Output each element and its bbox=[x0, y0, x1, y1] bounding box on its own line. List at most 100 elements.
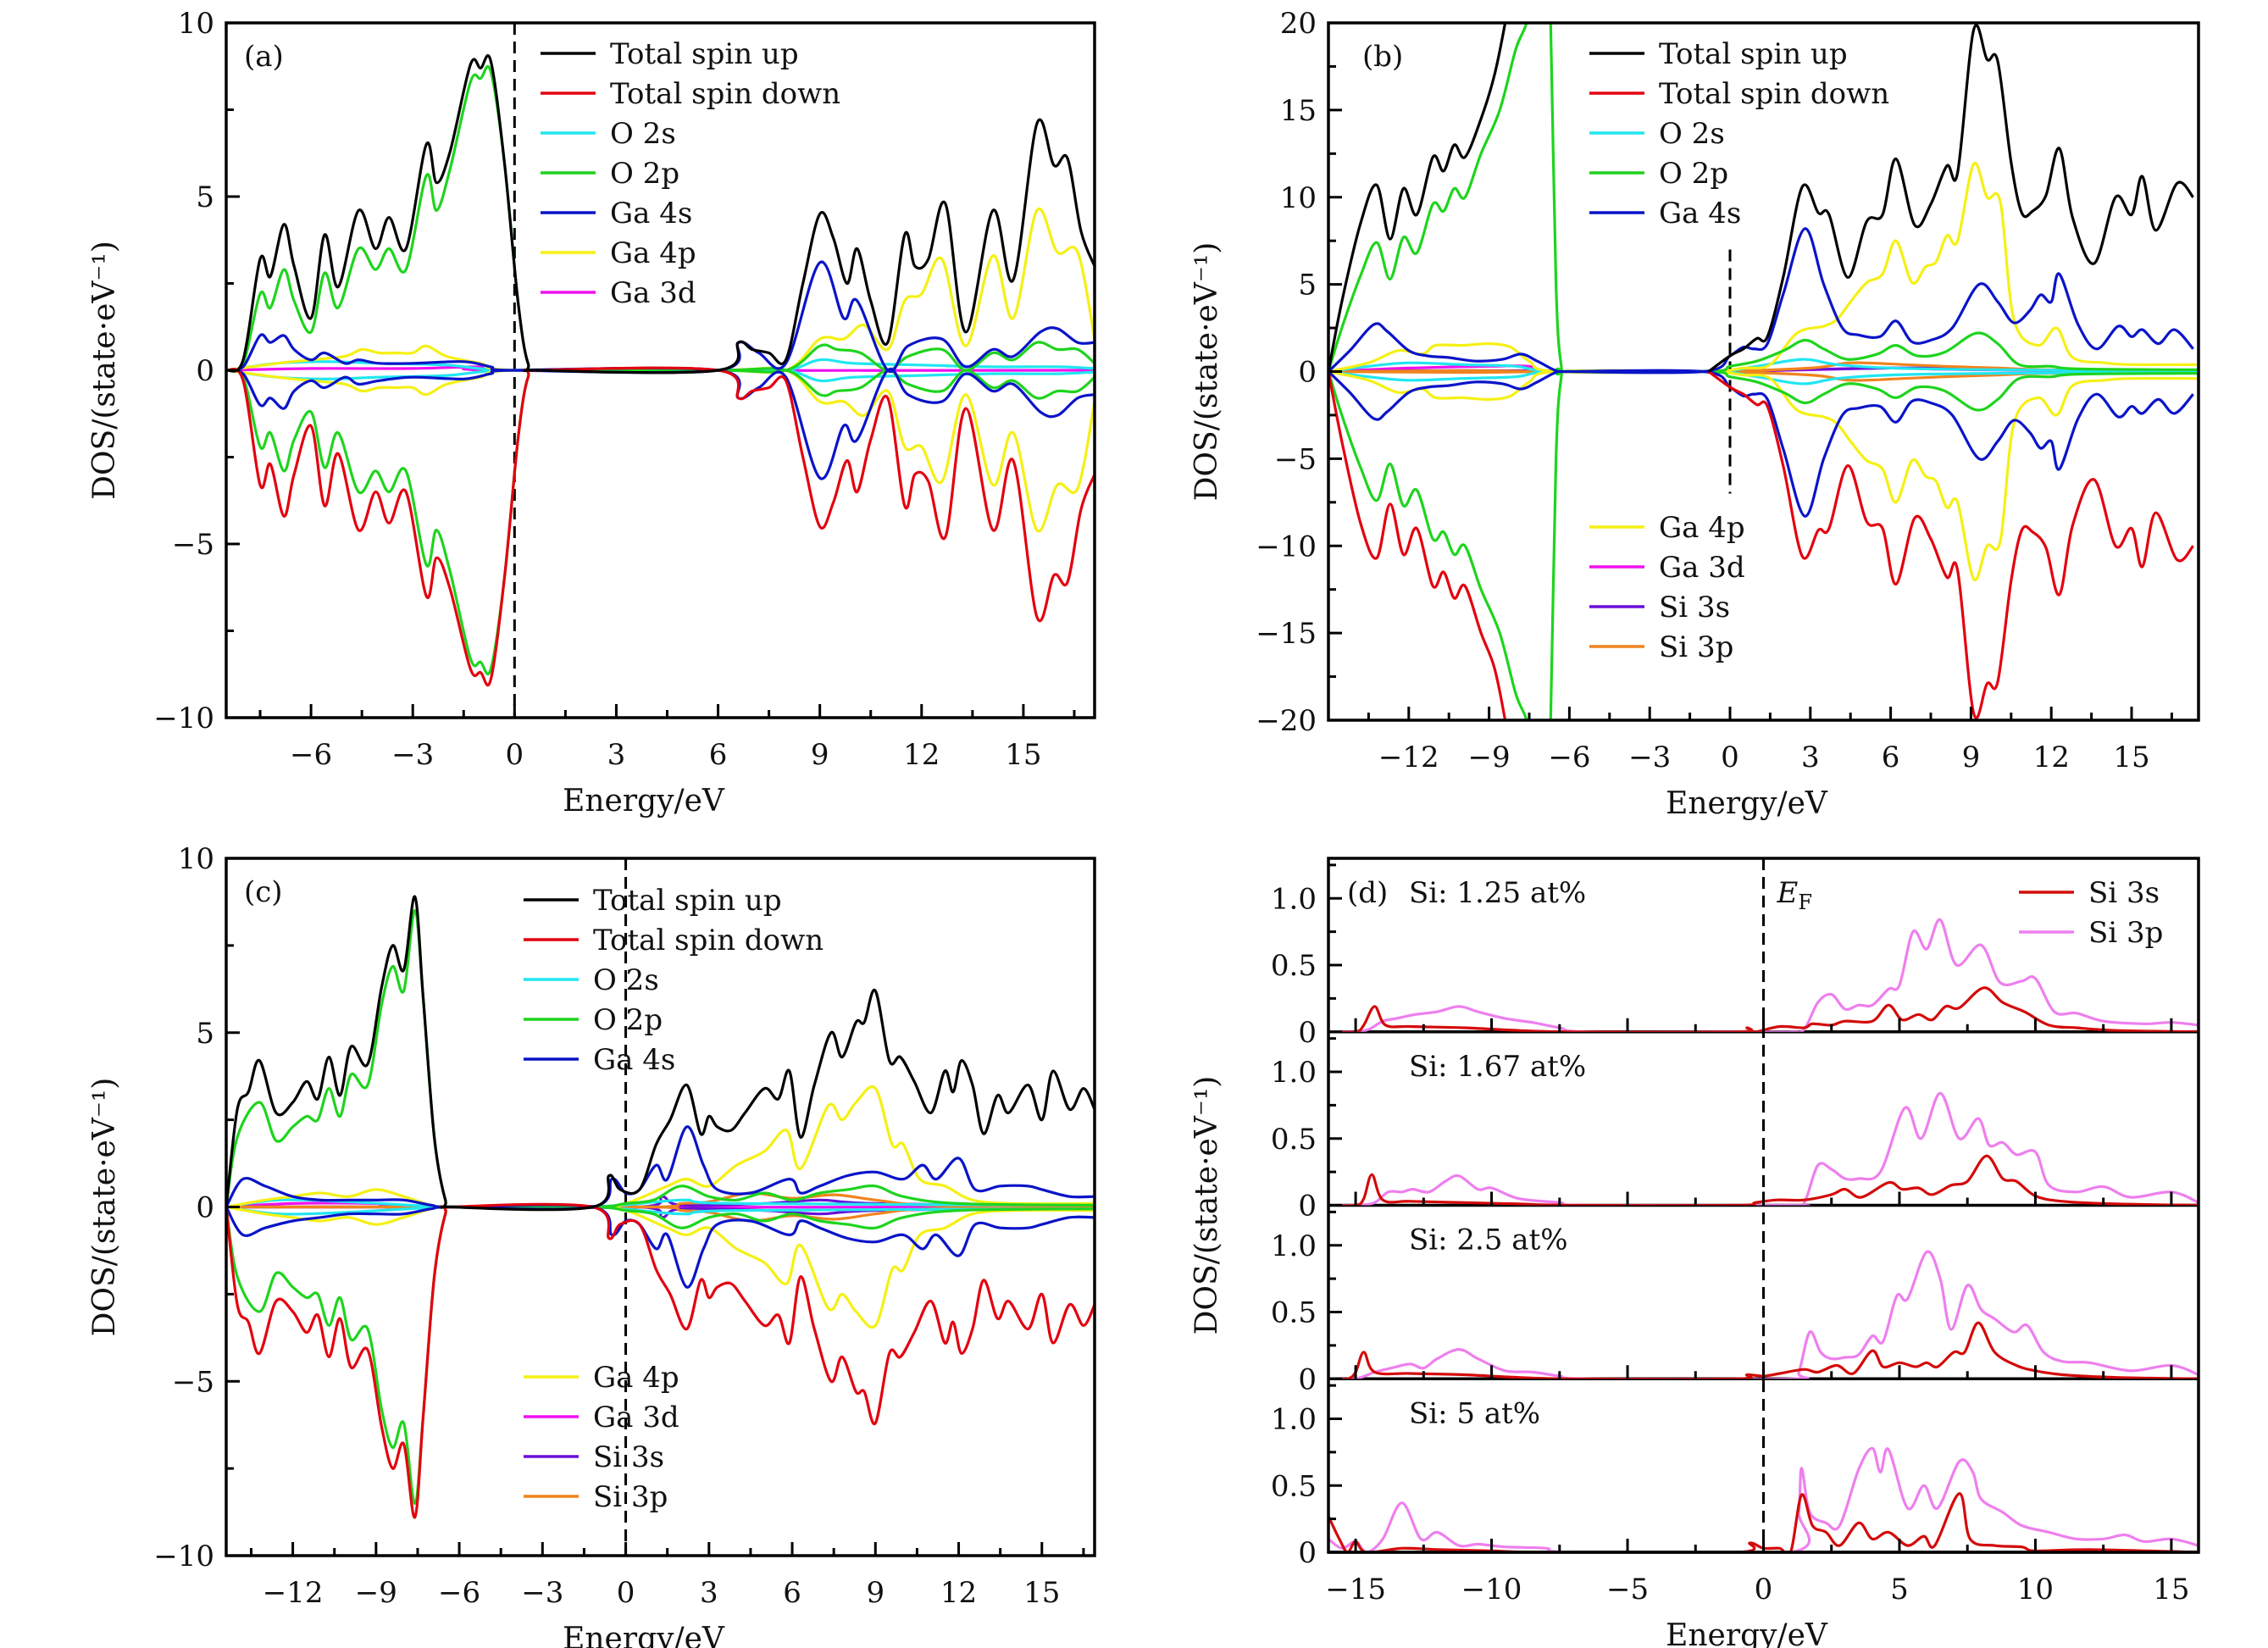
y-tick-label: 0 bbox=[196, 1191, 214, 1225]
y-tick-label: −5 bbox=[1274, 442, 1317, 476]
x-axis-label: Energy/eV bbox=[1666, 786, 1828, 821]
series-group bbox=[226, 895, 1095, 1519]
y-tick-label: 0.5 bbox=[1271, 1469, 1317, 1503]
legend-label: Ga 4p bbox=[593, 1361, 679, 1395]
legend-label: Ga 4p bbox=[1659, 511, 1745, 545]
legend-item: O 2p bbox=[541, 157, 679, 191]
legend-item: Ga 4p bbox=[1589, 511, 1745, 545]
x-tick-label: 9 bbox=[1962, 741, 1981, 774]
x-tick-label: −12 bbox=[1378, 741, 1439, 774]
series-line-ga4s bbox=[226, 366, 1095, 480]
panel-c: −12 −9 −6 −3 0 3 6 9 12 15 −10 −5 0 5 10 Energy/eV DOS/(… bbox=[87, 842, 1096, 1648]
series-line-total_down bbox=[226, 366, 1095, 687]
x-tick-label: −15 bbox=[1325, 1573, 1386, 1606]
legend: Si 3s Si 3p bbox=[2019, 876, 2163, 950]
legend-item: Si 3s bbox=[2019, 876, 2160, 910]
y-tick-label: 5 bbox=[196, 1017, 214, 1051]
legend-item: Total spin up bbox=[1589, 37, 1848, 71]
panel-b: −12 −9 −6 −3 0 3 6 9 12 15 −20 −15 −10 −5 0 5 10 15 20 Ener… bbox=[1189, 7, 2200, 821]
y-tick-label: 0.5 bbox=[1271, 1123, 1317, 1157]
x-tick-label: −3 bbox=[1628, 741, 1671, 774]
y-tick-label: 10 bbox=[178, 842, 214, 876]
series-line-o2p bbox=[1549, 367, 2199, 720]
subplot-label: Si: 1.25 at% bbox=[1409, 876, 1586, 910]
subplot-2: 0 0.5 1.0 Si: 1.67 at% bbox=[1271, 1037, 2199, 1224]
fermi-label: EF bbox=[1777, 876, 1812, 914]
y-tick-label: −10 bbox=[1256, 530, 1317, 563]
legend-label: Ga 4s bbox=[593, 1043, 675, 1077]
legend-item: Total spin down bbox=[524, 924, 823, 957]
x-tick-label: 15 bbox=[1023, 1576, 1060, 1610]
series-group bbox=[1328, 23, 2199, 720]
x-tick-label: 0 bbox=[506, 738, 524, 772]
legend-label: Total spin down bbox=[593, 924, 823, 957]
subplot-label: Si: 1.67 at% bbox=[1409, 1050, 1586, 1084]
y-tick-label: 0 bbox=[196, 354, 214, 388]
x-tick-label: −5 bbox=[1606, 1573, 1649, 1606]
series-line-total_up bbox=[1707, 24, 2194, 373]
legend-item: O 2p bbox=[1589, 157, 1728, 191]
legend-item: Si 3p bbox=[524, 1480, 668, 1514]
series-line-ga4s bbox=[1328, 227, 2194, 375]
legend-label: Ga 3d bbox=[593, 1401, 679, 1434]
series-line-si3p bbox=[1328, 1250, 2199, 1379]
series-line-total_up bbox=[226, 895, 1095, 1212]
legend-item: Ga 4s bbox=[524, 1043, 675, 1077]
y-tick-label: 10 bbox=[178, 7, 214, 41]
legend-item: Si 3p bbox=[1589, 630, 1733, 664]
x-tick-label: 5 bbox=[1890, 1573, 1909, 1606]
series-line-si3p bbox=[1328, 918, 2199, 1032]
legend-label: Si 3p bbox=[1659, 630, 1733, 664]
legend: Total spin up Total spin down O 2s O 2p Ga 4… bbox=[541, 37, 840, 310]
legend-label: Total spin up bbox=[593, 884, 782, 918]
y-tick-label: −15 bbox=[1256, 617, 1317, 651]
x-tick-label: −6 bbox=[1548, 741, 1590, 774]
y-tick-label: 0 bbox=[1298, 1536, 1317, 1570]
legend-label: Total spin up bbox=[610, 37, 799, 71]
legend-item: Si 3s bbox=[1589, 591, 1730, 624]
y-tick-label: 15 bbox=[1280, 94, 1317, 128]
series-line-si3s bbox=[1328, 1492, 2199, 1552]
y-tick-label: 1.0 bbox=[1271, 1056, 1317, 1090]
legend-label: Total spin up bbox=[1659, 37, 1848, 71]
series-line-ga4p bbox=[1328, 369, 2199, 582]
x-tick-label: 15 bbox=[2113, 741, 2149, 774]
legend-label: Ga 3d bbox=[610, 276, 696, 310]
x-tick-label: 0 bbox=[1721, 741, 1739, 774]
series-line-si3s bbox=[1328, 1154, 2199, 1206]
panel-a: −6 −3 0 3 6 9 12 15 −10 −5 0 5 10 Energy/eV DOS/(state… bbox=[87, 7, 1096, 818]
y-tick-label: 1.0 bbox=[1271, 882, 1317, 916]
x-tick-label: −6 bbox=[438, 1576, 480, 1610]
series-line-o2p bbox=[226, 367, 1095, 676]
series-line-ga4p bbox=[226, 1205, 1095, 1329]
panel-label: (b) bbox=[1362, 40, 1403, 74]
y-tick-label: 0.5 bbox=[1271, 949, 1317, 983]
series-group bbox=[226, 53, 1095, 687]
x-tick-label: 12 bbox=[903, 738, 940, 772]
legend-label: O 2p bbox=[610, 157, 679, 191]
legend-label: Si 3p bbox=[2088, 916, 2163, 950]
legend-item: O 2s bbox=[541, 117, 676, 151]
x-tick-label: 3 bbox=[607, 738, 626, 772]
legend: Total spin up Total spin down O 2s O 2p Ga 4… bbox=[524, 884, 823, 1514]
legend-label: Ga 4p bbox=[610, 236, 696, 270]
y-axis-label: DOS/(state·eV⁻¹) bbox=[87, 1078, 122, 1337]
legend-item: Ga 4p bbox=[541, 236, 696, 270]
x-axis-label: Energy/eV bbox=[1666, 1618, 1828, 1648]
x-tick-label: 9 bbox=[811, 738, 829, 772]
series-line-o2p bbox=[1328, 371, 1528, 720]
subplot-label: Si: 2.5 at% bbox=[1409, 1224, 1568, 1257]
series-group bbox=[1328, 918, 2199, 1032]
series-line-total_down bbox=[1707, 370, 2194, 719]
x-tick-label: 0 bbox=[1755, 1573, 1773, 1606]
legend-item: Total spin up bbox=[541, 37, 799, 71]
legend-label: Si 3s bbox=[593, 1440, 664, 1474]
x-tick-label: 3 bbox=[700, 1576, 718, 1610]
x-axis-label: Energy/eV bbox=[563, 784, 725, 818]
series-line-ga4p bbox=[226, 366, 1095, 533]
legend-label: Ga 4s bbox=[1659, 197, 1741, 230]
x-tick-label: 10 bbox=[2017, 1573, 2054, 1606]
y-tick-label: 20 bbox=[1280, 7, 1317, 41]
legend-item: Total spin down bbox=[541, 77, 840, 111]
